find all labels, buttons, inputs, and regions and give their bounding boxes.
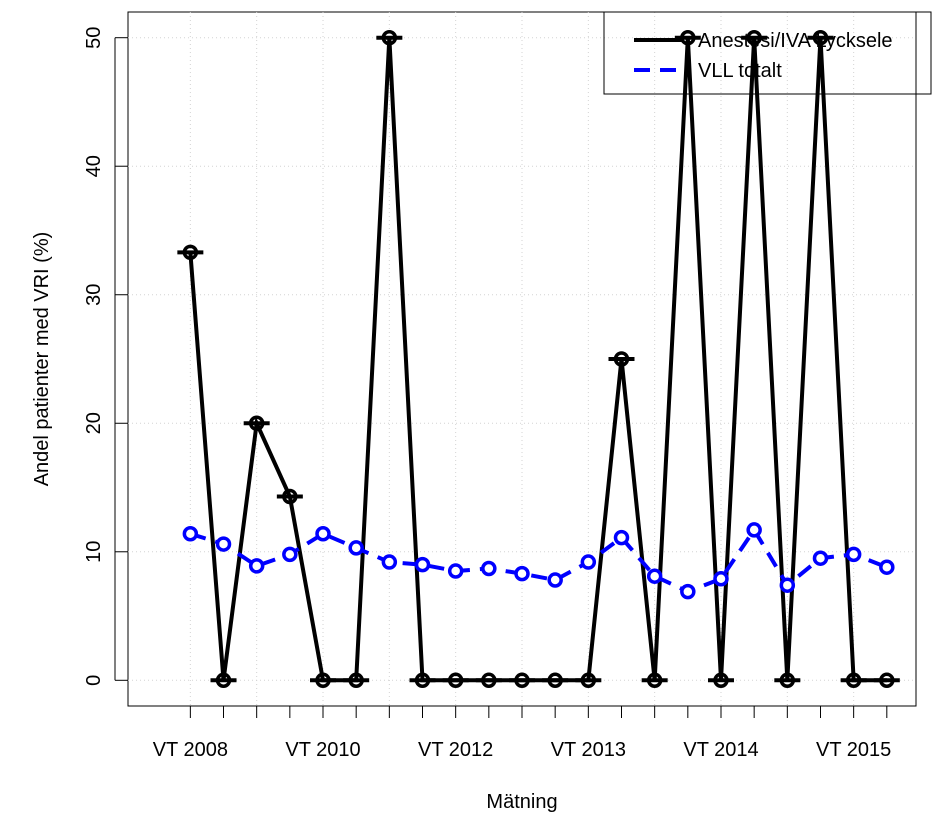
legend-label: VLL totalt bbox=[698, 60, 782, 82]
point bbox=[414, 556, 431, 573]
x-tick-label: VT 2014 bbox=[683, 739, 758, 761]
point bbox=[845, 546, 862, 563]
point bbox=[514, 565, 530, 582]
point bbox=[613, 529, 630, 546]
y-tick-label: 0 bbox=[83, 675, 105, 686]
series-line bbox=[188, 37, 887, 683]
x-tick-label: VT 2010 bbox=[285, 739, 360, 761]
point bbox=[713, 571, 729, 587]
point bbox=[680, 583, 696, 600]
x-tick-label: VT 2012 bbox=[418, 739, 493, 761]
x-axis-label: Mätning bbox=[486, 791, 557, 813]
point bbox=[481, 560, 497, 577]
point bbox=[248, 558, 265, 574]
point bbox=[547, 572, 563, 588]
point bbox=[746, 522, 762, 538]
x-tick-label: VT 2015 bbox=[816, 739, 891, 761]
point bbox=[580, 554, 597, 570]
y-tick-label: 10 bbox=[83, 541, 105, 563]
point bbox=[879, 559, 895, 575]
legend-box bbox=[603, 11, 932, 95]
x-tick-label: VT 2008 bbox=[153, 739, 228, 761]
point bbox=[812, 550, 829, 566]
y-tick-label: 20 bbox=[83, 412, 105, 434]
y-tick-label: 40 bbox=[83, 155, 105, 177]
point bbox=[348, 540, 364, 556]
point bbox=[315, 526, 331, 542]
y-axis-label: Andel patienter med VRI (%) bbox=[31, 232, 53, 487]
point bbox=[182, 526, 199, 542]
y-tick-label: 30 bbox=[83, 284, 105, 306]
legend-label: Anestesi/IVA Lycksele bbox=[698, 30, 893, 52]
series-line bbox=[189, 526, 888, 594]
y-tick-label: 50 bbox=[83, 27, 105, 49]
point bbox=[447, 563, 464, 579]
x-tick-label: VT 2013 bbox=[551, 739, 626, 761]
point bbox=[215, 536, 232, 552]
point bbox=[779, 577, 796, 593]
point bbox=[282, 546, 298, 563]
point bbox=[381, 554, 398, 570]
point bbox=[646, 568, 663, 584]
